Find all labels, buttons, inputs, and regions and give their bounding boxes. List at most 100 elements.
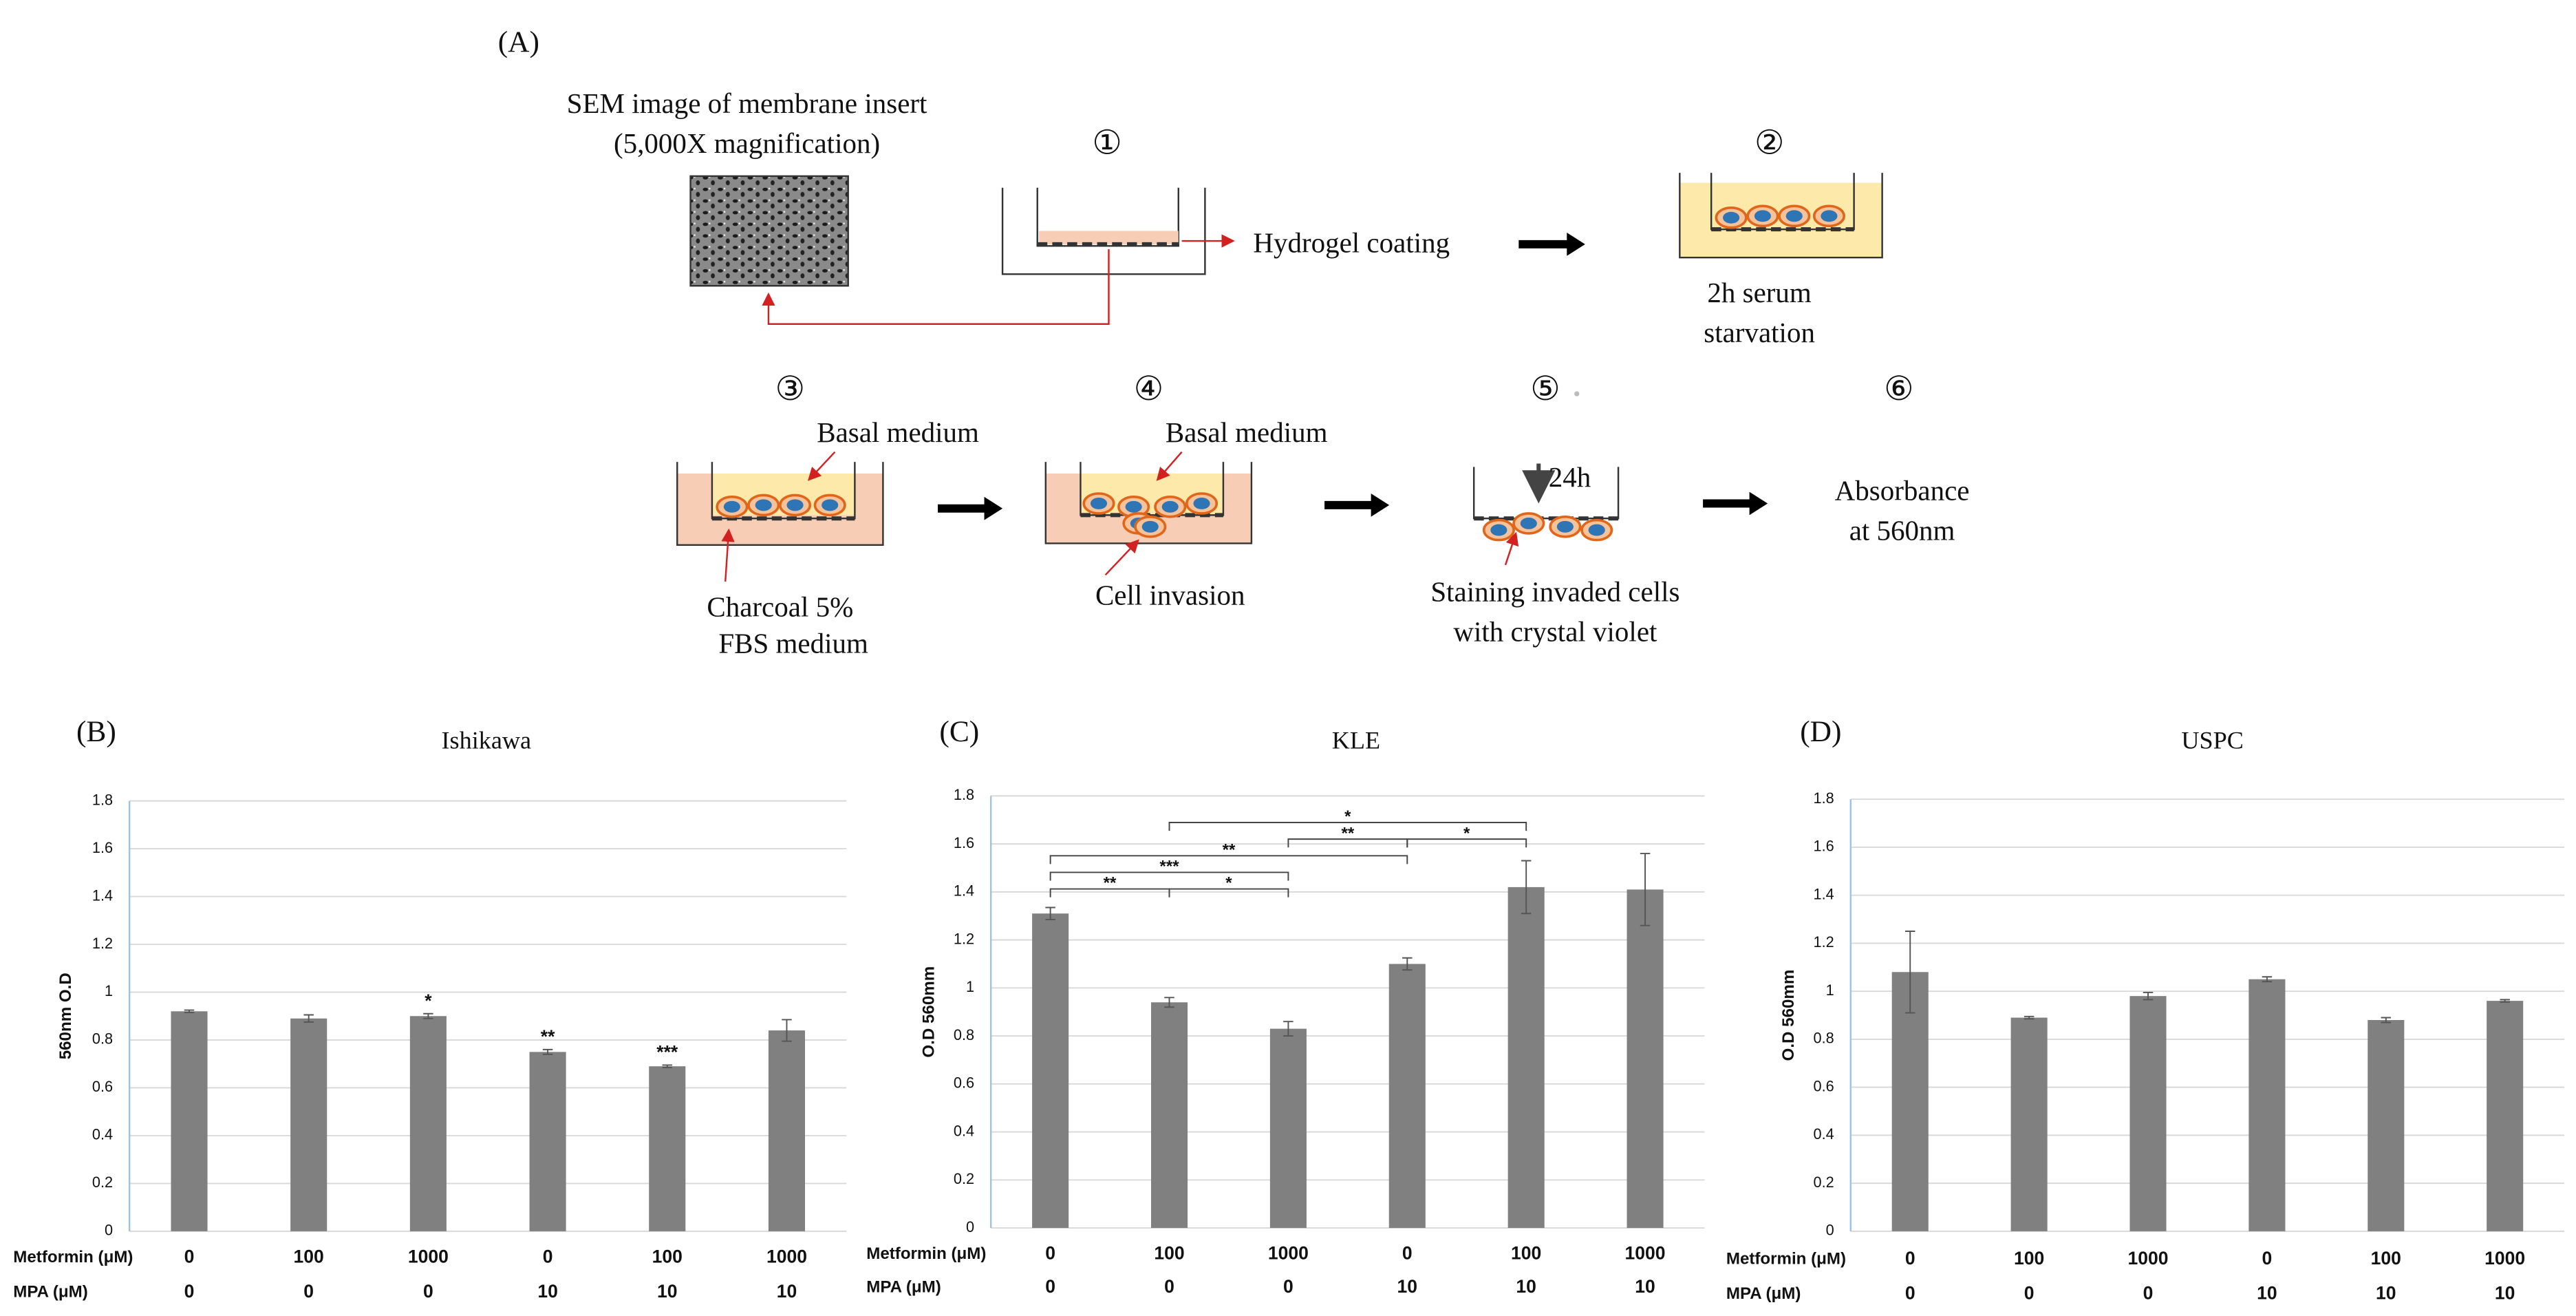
bar [768,1030,805,1231]
y-tick-label: 1 [105,982,113,999]
y-tick-label: 0 [966,1218,974,1235]
cell [813,494,846,517]
x-tick-label: 1000 [2128,1248,2169,1269]
y-tick-label: 0 [105,1222,113,1239]
y-tick-label: 0.6 [1814,1077,1834,1094]
y-tick-label: 1.4 [92,887,113,904]
label: Absorbance [1835,474,1970,506]
significance-label: * [1463,824,1470,842]
label: starvation [1704,317,1815,348]
x-tick-label: 0 [303,1281,314,1302]
bar [290,1018,328,1231]
significance-label: ** [1104,874,1117,893]
y-tick-label: 0.8 [1814,1030,1834,1047]
chart-title: Ishikawa [442,726,532,754]
cell [1580,518,1613,542]
cell [716,496,749,518]
sem-title: SEM image of membrane insert [567,87,927,119]
cell [779,494,812,517]
significance-label: ** [1223,840,1236,859]
arrow-head [984,496,1003,520]
x-tick-label: 0 [184,1281,195,1302]
significance-label: ** [1341,824,1354,842]
arrow-head [1749,491,1768,516]
label: Basal medium [1166,416,1328,448]
panel-label: (A) [498,25,539,59]
panel-label: (C) [939,715,979,748]
y-tick-label: 0.8 [954,1026,974,1043]
error-bar [1164,997,1174,1008]
y-tick-label: 1.4 [1814,885,1834,902]
bar [1627,889,1664,1229]
row-label: MPA (μM) [1726,1284,1801,1303]
y-tick-label: 0.4 [92,1126,113,1143]
cell [1746,204,1779,228]
x-tick-label: 0 [2024,1283,2035,1304]
y-axis-label: O.D 560mm [919,966,938,1058]
well [676,462,884,546]
bar [2248,979,2286,1231]
y-tick-label: 1.8 [1814,789,1834,807]
error-bar [2143,991,2154,1001]
label: with crystal violet [1453,616,1657,648]
significance-label: *** [656,1042,678,1063]
y-tick-label: 1.4 [954,882,974,900]
arrow [1104,539,1139,576]
bar [2129,996,2167,1231]
y-tick-label: 1.2 [92,935,113,952]
label: Hydrogel coating [1253,227,1450,259]
x-tick-label: 10 [2495,1283,2515,1304]
error-bar [2262,976,2273,983]
cell [1482,518,1515,542]
error-bar [1640,853,1651,926]
well [1679,173,1883,259]
significance-bracket [1168,822,1527,831]
error-bar [423,1012,433,1019]
bar [409,1016,447,1231]
row-label: Metformin (μM) [1726,1249,1846,1268]
significance-label: * [425,990,432,1011]
error-bar [1283,1021,1294,1037]
error-bar [1402,957,1413,971]
bar [2487,1001,2524,1231]
x-tick-label: 100 [2014,1248,2044,1269]
y-tick-label: 1.6 [1814,838,1834,855]
error-bar [2381,1017,2392,1023]
row-label: Metformin (μM) [866,1244,986,1263]
y-tick-label: 1 [966,978,974,995]
cell [1778,204,1811,228]
bar [1032,913,1069,1229]
x-tick-label: 10 [2257,1283,2277,1304]
arrow [807,451,836,481]
x-tick-label: 100 [1154,1243,1184,1264]
label: FBS medium [718,627,868,659]
hydrogel [1039,231,1179,244]
cell [1812,204,1845,228]
y-tick-label: 1 [1826,981,1834,999]
y-tick-label: 1.6 [92,839,113,856]
error-bar [1521,860,1532,915]
x-tick-label: 10 [1635,1276,1655,1297]
y-tick-label: 0 [1826,1222,1834,1239]
cell [1715,206,1748,229]
x-tick-label: 1000 [1625,1243,1666,1264]
x-tick-label: 10 [537,1281,558,1302]
label: Charcoal 5% [707,591,853,622]
bar [1388,964,1426,1229]
cell [1549,515,1582,538]
arrow [721,528,735,582]
cell [747,494,780,517]
label: Staining invaded cells [1430,576,1679,608]
error-bar [2024,1015,2035,1020]
arrow [1156,451,1183,481]
significance-bracket [1406,838,1527,848]
arrow [762,249,1110,325]
bar [1507,887,1545,1229]
cell [1185,492,1219,515]
insert [1080,462,1225,516]
insert [711,462,856,520]
step-number: ④ [1134,371,1163,407]
insert [1036,187,1179,247]
